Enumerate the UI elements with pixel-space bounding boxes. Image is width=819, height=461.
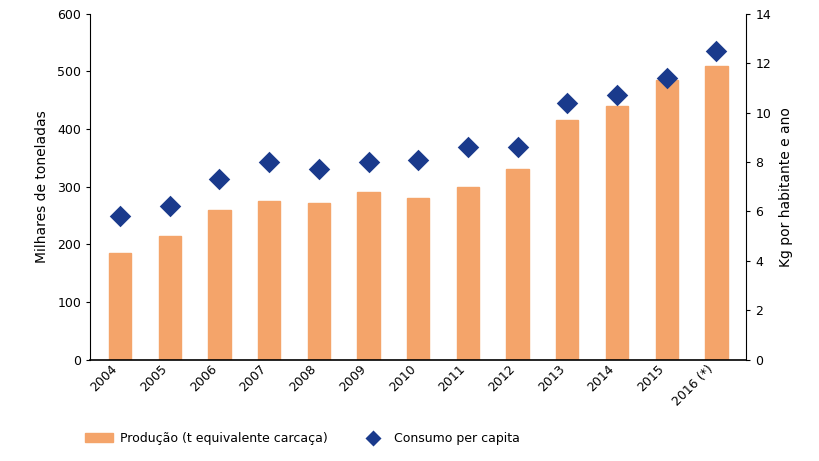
Bar [654,80,677,360]
Point [113,213,126,220]
Point [461,143,474,151]
Bar [258,201,280,360]
Point [213,176,226,183]
Bar [555,120,577,360]
Bar [506,170,528,360]
Bar [357,193,379,360]
Point [510,143,523,151]
Point [609,92,622,99]
Y-axis label: Milhares de toneladas: Milhares de toneladas [34,110,49,263]
Point [262,158,275,165]
Bar [456,187,478,360]
Legend: Produção (t equivalente carcaça), Consumo per capita: Produção (t equivalente carcaça), Consum… [80,427,524,450]
Point [361,158,374,165]
Bar [406,198,429,360]
Bar [704,65,726,360]
Bar [208,210,230,360]
Bar [605,106,627,360]
Point [560,99,573,106]
Bar [307,203,329,360]
Point [163,203,176,210]
Y-axis label: Kg por habitante e ano: Kg por habitante e ano [779,107,793,266]
Bar [158,236,181,360]
Point [709,47,722,54]
Point [312,166,325,173]
Point [411,156,424,163]
Bar [109,253,131,360]
Point [659,74,672,82]
